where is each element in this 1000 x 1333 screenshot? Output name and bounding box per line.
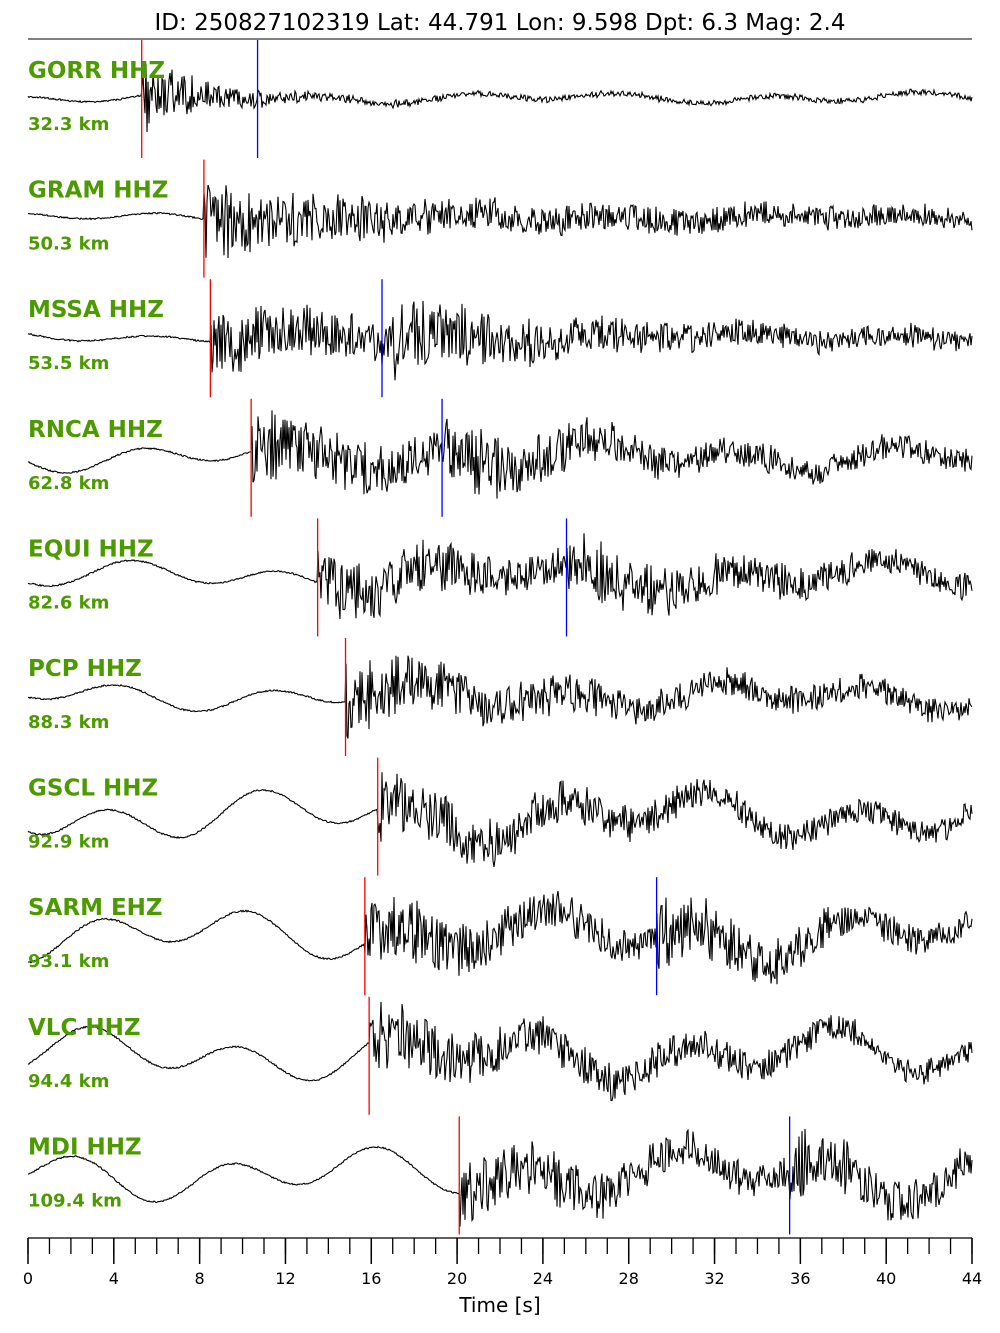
x-tick-label: 0	[23, 1269, 33, 1288]
time-axis: 0 4 8 12 16 20 24 28 32 36 40 44	[23, 1237, 982, 1288]
waveform	[27, 533, 973, 620]
waveform	[27, 1128, 973, 1227]
waveform	[27, 890, 973, 985]
station-distance: 53.5 km	[28, 353, 109, 374]
station-distance: 88.3 km	[28, 712, 109, 733]
station-label: MSSA HHZ	[28, 297, 164, 323]
x-tick-label: 24	[533, 1269, 553, 1288]
trace-row: GSCL HHZ 92.9 km	[27, 757, 973, 876]
waveform	[27, 772, 973, 867]
x-tick-label: 8	[195, 1269, 205, 1288]
station-label: PCP HHZ	[28, 656, 142, 682]
x-tick-label: 12	[275, 1269, 295, 1288]
trace-row: VLC HHZ 94.4 km	[27, 996, 973, 1115]
traces-layer: GORR HHZ 32.3 km GRAM HHZ 50.3 km MSSA HHZ 53…	[27, 40, 973, 1235]
station-distance: 93.1 km	[28, 951, 109, 972]
station-distance: 109.4 km	[28, 1190, 122, 1211]
x-tick-label: 40	[876, 1269, 896, 1288]
station-label: GRAM HHZ	[28, 178, 168, 204]
station-label: EQUI HHZ	[28, 536, 154, 562]
x-tick-label: 20	[447, 1269, 467, 1288]
trace-row: MSSA HHZ 53.5 km	[28, 279, 973, 398]
station-distance: 50.3 km	[28, 234, 109, 255]
x-tick-label: 16	[361, 1269, 381, 1288]
x-tick-label: 28	[619, 1269, 639, 1288]
waveform	[27, 184, 973, 259]
station-label: GSCL HHZ	[28, 776, 158, 802]
x-tick-label: 44	[962, 1269, 982, 1288]
station-label: VLC HHZ	[28, 1015, 141, 1041]
trace-row: RNCA HHZ 62.8 km	[27, 398, 973, 517]
trace-row: GRAM HHZ 50.3 km	[27, 159, 973, 278]
x-tick-label: 36	[790, 1269, 810, 1288]
x-tick-label: 4	[109, 1269, 119, 1288]
trace-row: SARM EHZ 93.1 km	[27, 877, 973, 996]
waveform	[27, 1001, 973, 1102]
station-label: GORR HHZ	[28, 58, 165, 84]
station-distance: 94.4 km	[28, 1071, 109, 1092]
station-distance: 62.8 km	[28, 473, 109, 494]
x-tick-label: 32	[704, 1269, 724, 1288]
station-distance: 82.6 km	[28, 592, 109, 613]
station-label: SARM EHZ	[28, 895, 163, 921]
trace-row: PCP HHZ 88.3 km	[27, 638, 973, 756]
station-label: MDI HHZ	[28, 1134, 142, 1160]
x-axis-label: Time [s]	[458, 1293, 540, 1317]
waveform	[27, 63, 973, 133]
waveform	[27, 410, 973, 499]
trace-row: MDI HHZ 109.4 km	[27, 1116, 973, 1235]
station-distance: 92.9 km	[28, 832, 109, 853]
waveform	[28, 300, 973, 381]
trace-row: GORR HHZ 32.3 km	[27, 40, 973, 158]
station-label: RNCA HHZ	[28, 417, 163, 443]
trace-row: EQUI HHZ 82.6 km	[27, 518, 973, 637]
chart-title: ID: 250827102319 Lat: 44.791 Lon: 9.598 …	[155, 10, 846, 36]
waveform	[27, 655, 973, 739]
station-distance: 32.3 km	[28, 114, 109, 135]
